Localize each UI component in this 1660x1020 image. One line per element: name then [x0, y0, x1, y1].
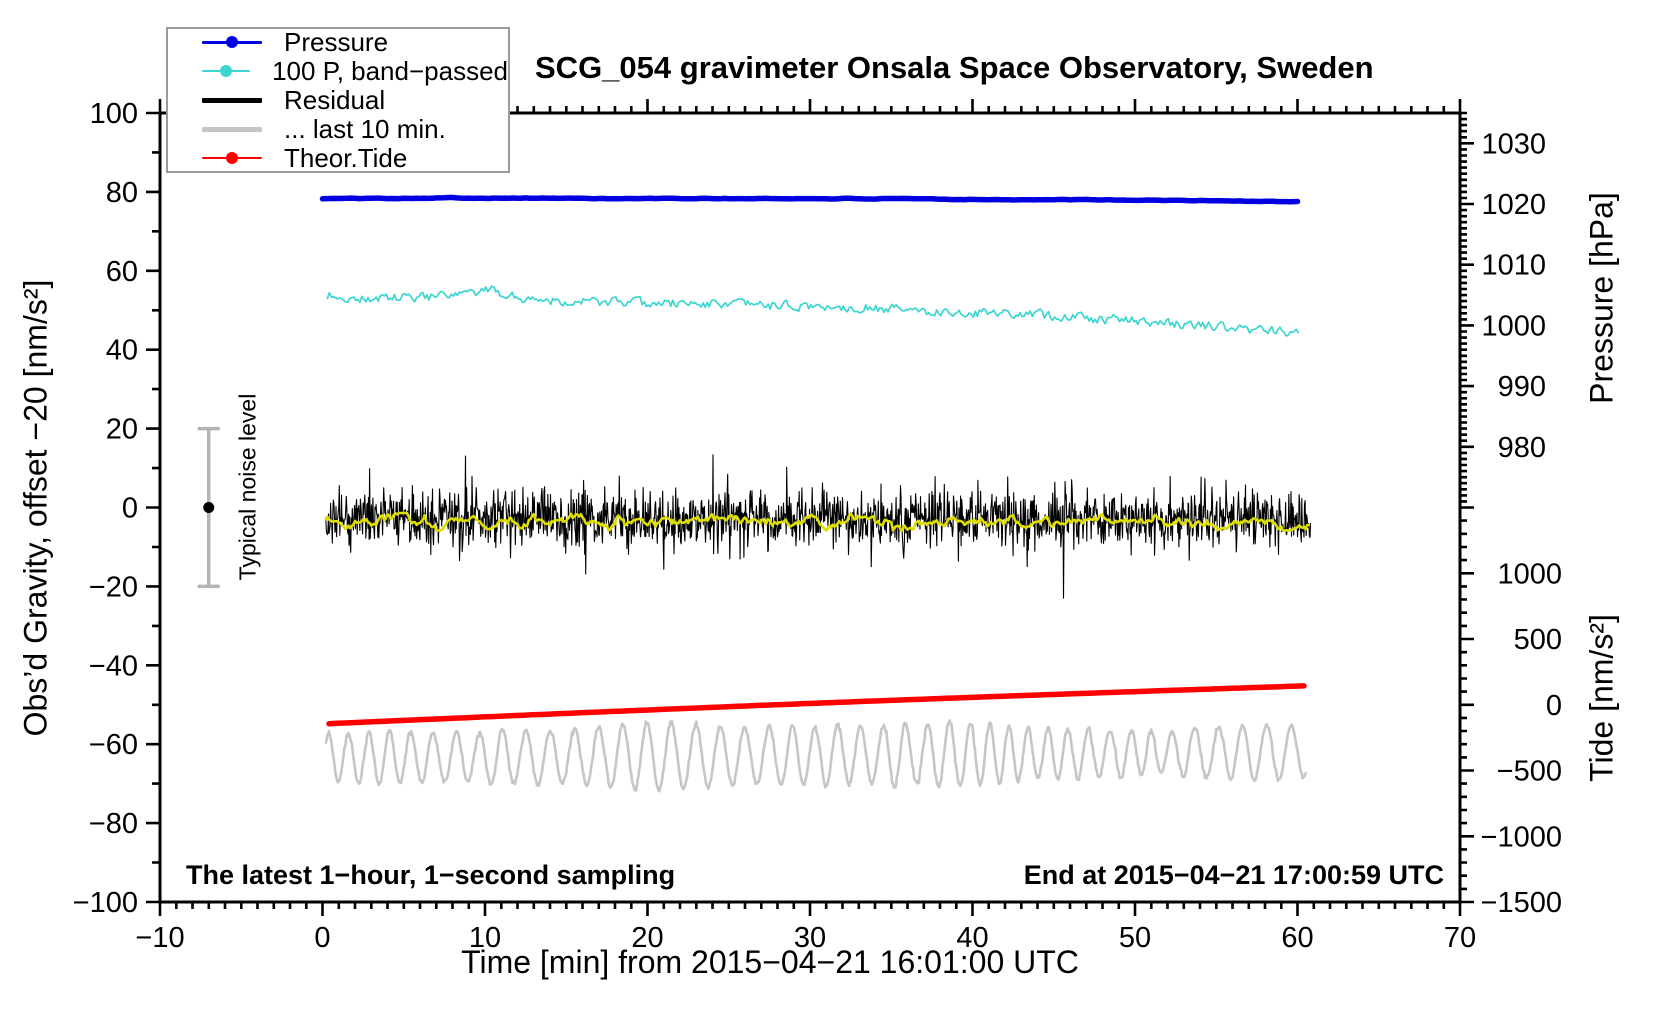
legend-item-2: Residual — [168, 84, 508, 115]
y-tick-label-left: −80 — [89, 808, 138, 840]
legend-item-label: Pressure — [284, 26, 389, 57]
y-axis-label-left: Obs’d Gravity, offset −20 [nm/s²] — [17, 279, 54, 737]
y-tick-label-left: 40 — [106, 335, 138, 367]
noise-level-errorbar — [197, 426, 220, 589]
y-axis-label-tide: Tide [nm/s²] — [1583, 614, 1620, 782]
legend-item-0: Pressure — [168, 26, 508, 57]
series--last-10-min- — [324, 719, 1307, 793]
legend-item-label: 100 P, band−passed — [272, 55, 508, 86]
x-tick-label: 70 — [1444, 922, 1476, 954]
sampling-note: The latest 1−hour, 1−second sampling — [186, 860, 676, 890]
legend-item-1: 100 P, band−passed — [168, 55, 508, 86]
x-tick-label: 40 — [956, 922, 988, 954]
noise-level-dot — [203, 502, 215, 513]
legend-line-sample — [202, 126, 262, 132]
x-axis-label: Time [min] from 2015−04−21 16:01:00 UTC — [461, 944, 1079, 980]
y-tick-label-left: 0 — [122, 493, 138, 525]
x-tick-label: 10 — [469, 922, 501, 954]
y-tick-label-left: 60 — [106, 256, 138, 288]
legend: Pressure 100 P, band−passed Residual... la… — [166, 27, 510, 173]
y-tick-label-left: −40 — [89, 650, 138, 682]
series-theor-tide — [326, 683, 1307, 727]
pressure-tick-label: 1020 — [1481, 189, 1546, 221]
tide-tick-label: −1500 — [1481, 887, 1562, 919]
tide-tick-label: −500 — [1497, 756, 1562, 788]
tide-tick-label: 0 — [1546, 690, 1562, 722]
pressure-tick-label: 1010 — [1481, 250, 1546, 282]
legend-line-sample — [202, 65, 251, 77]
noise-level-label: Typical noise level — [234, 393, 261, 581]
legend-item-label: Theor.Tide — [284, 142, 408, 173]
x-tick-label: 60 — [1281, 922, 1313, 954]
y-tick-label-left: 100 — [90, 98, 138, 130]
pressure-tick-label: 980 — [1498, 432, 1546, 464]
y-axis-label-pressure: Pressure [hPa] — [1583, 192, 1620, 404]
tide-tick-label: −1000 — [1481, 821, 1562, 853]
series-residual — [325, 454, 1312, 599]
x-tick-label: 50 — [1119, 922, 1151, 954]
y-tick-label-left: 80 — [106, 177, 138, 209]
y-tick-label-left: −60 — [89, 729, 138, 761]
series-residual-smoothed-yellow-overlay- — [324, 511, 1311, 532]
axes-ticks — [146, 99, 1474, 916]
tide-tick-label: 500 — [1514, 624, 1562, 656]
y-tick-label-left: −20 — [89, 571, 138, 603]
plot-frame — [158, 111, 1462, 904]
tide-tick-label: 1000 — [1497, 558, 1562, 590]
legend-line-sample — [202, 152, 262, 164]
legend-line-sample — [202, 36, 262, 48]
end-time-note: End at 2015−04−21 17:00:59 UTC — [1023, 860, 1444, 890]
legend-line-sample — [202, 97, 262, 103]
x-tick-label: 0 — [314, 922, 330, 954]
series-100-p-band-passed — [326, 285, 1300, 337]
legend-marker-dot — [226, 152, 238, 164]
legend-item-label: Residual — [284, 84, 386, 115]
x-tick-label: −10 — [135, 922, 184, 954]
pressure-tick-label: 990 — [1498, 371, 1546, 403]
y-tick-label-left: −100 — [73, 887, 138, 919]
pressure-tick-label: 1030 — [1481, 128, 1546, 160]
x-tick-label: 20 — [631, 922, 663, 954]
legend-item-4: Theor.Tide — [168, 142, 508, 173]
x-tick-label: 30 — [794, 922, 826, 954]
series-pressure — [319, 194, 1301, 205]
legend-marker-dot — [226, 36, 238, 48]
y-tick-label-left: 20 — [106, 414, 138, 446]
legend-marker-dot — [220, 65, 233, 77]
pressure-tick-label: 1000 — [1481, 310, 1546, 342]
legend-item-3: ... last 10 min. — [168, 113, 508, 144]
legend-item-label: ... last 10 min. — [284, 113, 446, 144]
chart-title: SCG_054 gravimeter Onsala Space Observat… — [535, 50, 1374, 85]
